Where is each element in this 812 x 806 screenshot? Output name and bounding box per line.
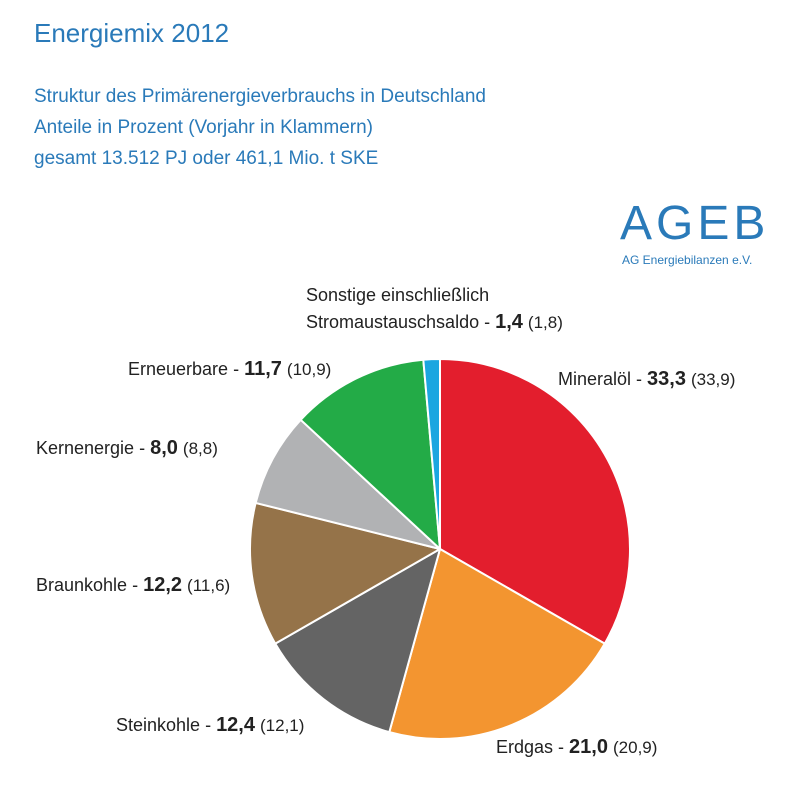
- label-erneuerbare-name: Erneuerbare: [128, 359, 228, 379]
- label-mineraloel: Mineralöl - 33,3 (33,9): [558, 368, 735, 391]
- label-mineraloel-value: 33,3: [647, 368, 686, 390]
- label-sonstige-name: Stromaustauschsaldo: [306, 312, 479, 332]
- label-sonstige-line-1: Sonstige einschließlich: [306, 285, 489, 306]
- label-steinkohle-previous: (12,1): [260, 716, 304, 735]
- label-kernenergie-previous: (8,8): [183, 439, 218, 458]
- pie-chart: [0, 0, 812, 806]
- label-steinkohle-value: 12,4: [216, 714, 255, 736]
- label-sonstige: Stromaustauschsaldo - 1,4 (1,8): [306, 311, 563, 334]
- label-steinkohle: Steinkohle - 12,4 (12,1): [116, 714, 304, 737]
- label-kernenergie-name: Kernenergie: [36, 438, 134, 458]
- label-erneuerbare-previous: (10,9): [287, 360, 331, 379]
- label-erneuerbare: Erneuerbare - 11,7 (10,9): [128, 358, 331, 381]
- label-braunkohle-name: Braunkohle: [36, 575, 127, 595]
- label-mineraloel-name: Mineralöl: [558, 369, 631, 389]
- label-braunkohle-value: 12,2: [143, 574, 182, 596]
- label-braunkohle-previous: (11,6): [187, 576, 230, 595]
- label-erdgas: Erdgas - 21,0 (20,9): [496, 736, 657, 759]
- label-braunkohle: Braunkohle - 12,2 (11,6): [36, 574, 230, 597]
- label-erdgas-previous: (20,9): [613, 738, 657, 757]
- label-erneuerbare-value: 11,7: [244, 358, 282, 380]
- label-sonstige-value: 1,4: [495, 311, 523, 333]
- label-kernenergie-value: 8,0: [150, 437, 178, 459]
- label-steinkohle-name: Steinkohle: [116, 715, 200, 735]
- label-sonstige-previous: (1,8): [528, 313, 563, 332]
- label-erdgas-value: 21,0: [569, 736, 608, 758]
- label-erdgas-name: Erdgas: [496, 737, 553, 757]
- label-kernenergie: Kernenergie - 8,0 (8,8): [36, 437, 218, 460]
- label-mineraloel-previous: (33,9): [691, 370, 735, 389]
